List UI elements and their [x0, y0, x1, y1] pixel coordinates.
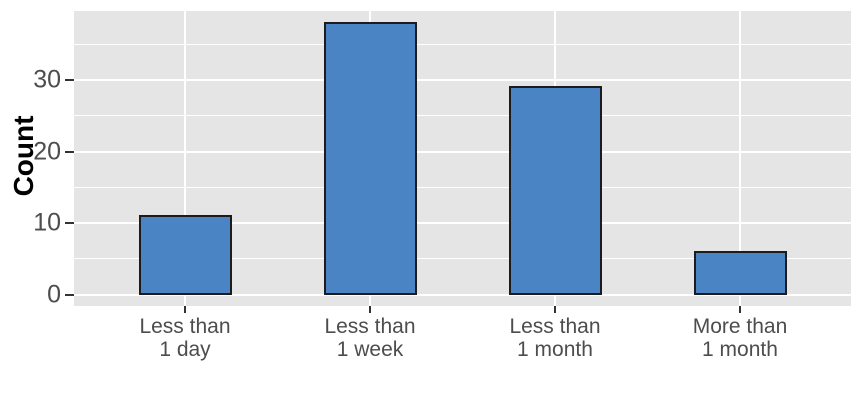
gridline-minor-horizontal [74, 115, 851, 117]
x-tick-label-line2: 1 month [702, 338, 778, 361]
x-tick-label-line2: 1 week [336, 338, 404, 361]
x-tick-label-line1: Less than [509, 315, 601, 338]
y-tick-mark [65, 150, 74, 153]
gridline-major-horizontal [74, 293, 851, 296]
x-tick-mark [369, 306, 371, 313]
x-tick-mark [739, 306, 741, 313]
y-tick-label: 20 [33, 137, 61, 165]
x-tick-label-line1: Less than [324, 315, 416, 338]
x-tick-label: Less than 1 week [285, 315, 455, 361]
x-tick-mark [184, 306, 186, 313]
x-tick-label-line1: Less than [139, 315, 231, 338]
y-tick-label: 10 [33, 208, 61, 237]
gridline-vertical [184, 11, 186, 306]
y-tick-mark [65, 79, 74, 81]
x-tick-label: Less than 1 day [100, 315, 270, 361]
gridline-vertical [739, 11, 741, 306]
x-tick-label-line1: More than [692, 315, 788, 338]
x-tick-mark [554, 306, 556, 313]
y-tick-mark [65, 293, 74, 296]
x-tick-label: More than 1 month [655, 315, 825, 361]
gridline-major-horizontal [74, 79, 851, 81]
x-tick-label: Less than 1 month [470, 315, 640, 361]
y-tick-label: 0 [47, 280, 61, 308]
bar [693, 250, 787, 296]
gridline-minor-horizontal [74, 186, 851, 188]
bar [508, 86, 602, 296]
gridline-major-horizontal [74, 150, 851, 153]
gridline-major-horizontal [74, 222, 851, 224]
plot-panel [74, 11, 851, 306]
y-tick-mark [65, 222, 74, 224]
x-tick-label-line2: 1 day [159, 338, 211, 361]
gridline-minor-horizontal [74, 43, 851, 45]
x-tick-label-line2: 1 month [517, 338, 593, 361]
bar [138, 214, 232, 296]
y-tick-label: 30 [33, 65, 61, 94]
gridline-minor-horizontal [74, 258, 851, 260]
bar [323, 21, 417, 296]
